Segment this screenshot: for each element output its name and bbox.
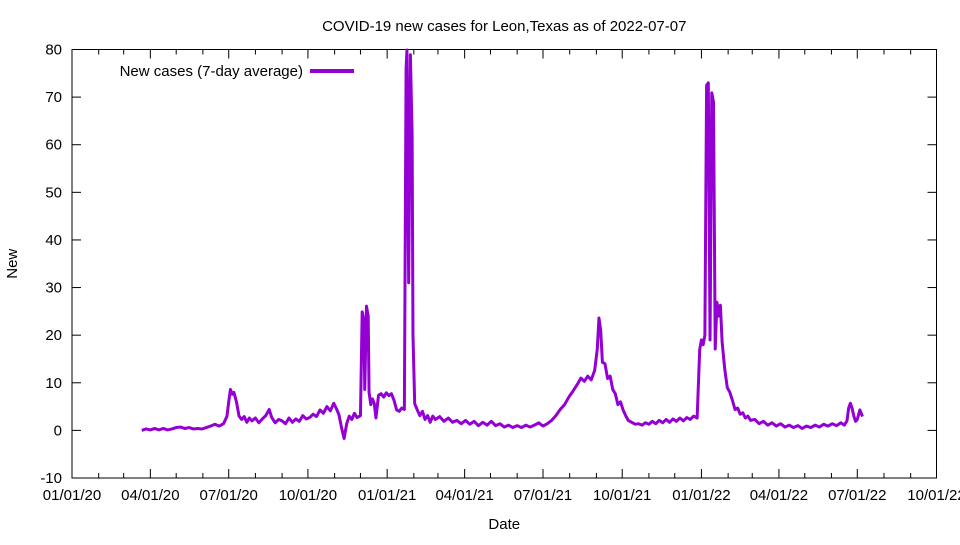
y-tick-label: 70 bbox=[45, 89, 62, 106]
x-tick-label: 07/01/20 bbox=[200, 487, 258, 504]
y-tick-label: -10 bbox=[40, 470, 62, 487]
y-tick-label: 10 bbox=[45, 375, 62, 392]
x-tick-label: 10/01/20 bbox=[279, 487, 337, 504]
x-tick-label: 10/01/21 bbox=[593, 487, 651, 504]
x-tick-label: 10/01/22 bbox=[907, 487, 960, 504]
y-axis-label: New bbox=[4, 249, 21, 279]
chart-title: COVID-19 new cases for Leon,Texas as of … bbox=[322, 18, 686, 35]
x-tick-label: 07/01/21 bbox=[514, 487, 572, 504]
y-tick-label: 0 bbox=[54, 422, 62, 439]
x-tick-label: 01/01/22 bbox=[672, 487, 730, 504]
legend-label: New cases (7-day average) bbox=[120, 63, 303, 80]
x-tick-label: 04/01/21 bbox=[435, 487, 493, 504]
plot-border bbox=[71, 49, 937, 479]
y-tick-label: 60 bbox=[45, 137, 62, 154]
y-tick-label: 20 bbox=[45, 327, 62, 344]
series-line-new-cases bbox=[141, 48, 864, 440]
x-tick-label: 07/01/22 bbox=[828, 487, 886, 504]
y-tick-label: 50 bbox=[45, 184, 62, 201]
axis-ticks bbox=[71, 49, 937, 479]
y-tick-label: 40 bbox=[45, 232, 62, 249]
x-tick-label: 01/01/20 bbox=[43, 487, 101, 504]
x-tick-label: 04/01/20 bbox=[121, 487, 179, 504]
y-tick-label: 30 bbox=[45, 280, 62, 297]
x-tick-label: 01/01/21 bbox=[358, 487, 416, 504]
y-tick-label: 80 bbox=[45, 42, 62, 59]
x-axis-label: Date bbox=[488, 516, 520, 533]
x-tick-label: 04/01/22 bbox=[750, 487, 808, 504]
